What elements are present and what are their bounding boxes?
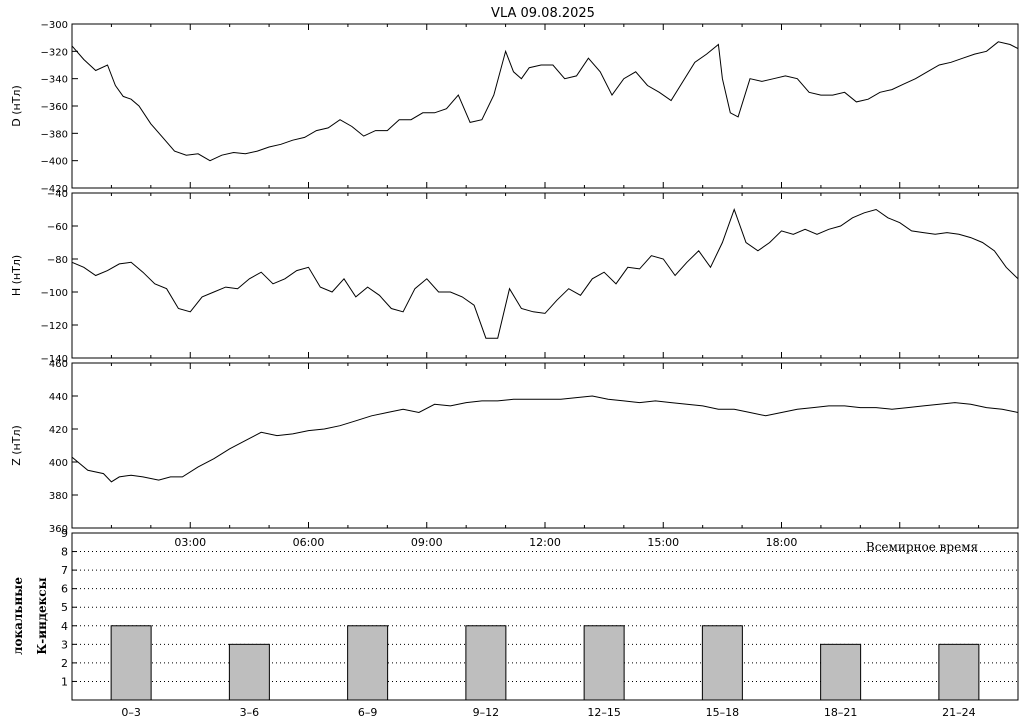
kindex-bar <box>228 643 270 701</box>
kindex-category-label: 12–15 <box>587 706 621 719</box>
d-panel-ytick-label: −320 <box>41 47 68 58</box>
time-tick-label: 09:00 <box>411 536 443 549</box>
d-panel-ytick-label: −380 <box>41 129 68 140</box>
chart-title: VLA 09.08.2025 <box>491 6 595 21</box>
z-panel-series-line <box>71 395 1019 483</box>
z-panel-ytick-label: 440 <box>49 392 68 403</box>
d-panel-ytick-label: −340 <box>41 75 68 86</box>
h-panel-ytick-label: −140 <box>41 354 68 365</box>
kindex-ylabel-line2: К-индексы <box>35 577 49 654</box>
kindex-ytick-label: 7 <box>61 564 68 577</box>
d-panel-frame <box>71 23 1019 189</box>
kindex-bar <box>701 625 743 701</box>
d-panel-ytick-label: −360 <box>41 102 68 113</box>
h-panel-ylabel: H (нТл) <box>10 255 23 296</box>
kindex-category-label: 0–3 <box>121 706 141 719</box>
z-panel-ytick-label: 380 <box>49 491 68 502</box>
d-panel-series-line <box>71 41 1019 162</box>
kindex-ylabel-line1: локальные <box>11 577 25 655</box>
h-panel-ytick-label: −120 <box>41 321 68 332</box>
kindex-ytick-label: 6 <box>61 583 68 596</box>
z-panel-ytick-label: 360 <box>49 524 68 535</box>
z-panel-ytick-label: 420 <box>49 425 68 436</box>
h-panel-series-line <box>71 208 1019 339</box>
d-panel-ylabel: D (нТл) <box>10 85 23 127</box>
kindex-category-label: 3–6 <box>240 706 260 719</box>
h-panel-ytick-label: −100 <box>41 288 68 299</box>
kindex-ytick-label: 1 <box>61 675 68 688</box>
kindex-ytick-label: 2 <box>61 657 68 670</box>
time-tick-label: 18:00 <box>766 536 798 549</box>
kindex-category-label: 21–24 <box>942 706 976 719</box>
kindex-ytick-label: 8 <box>61 546 68 559</box>
kindex-category-label: 6–9 <box>358 706 378 719</box>
time-tick-label: 03:00 <box>174 536 206 549</box>
kindex-bar <box>110 625 152 701</box>
kindex-bar <box>583 625 625 701</box>
d-panel-ytick-label: −400 <box>41 157 68 168</box>
kindex-bar <box>820 643 862 701</box>
time-tick-label: 06:00 <box>293 536 325 549</box>
z-panel-frame <box>71 362 1019 529</box>
d-panel-ytick-label: −420 <box>41 184 68 195</box>
z-panel-ylabel: Z (нТл) <box>10 425 23 466</box>
kindex-ytick-label: 3 <box>61 638 68 651</box>
kindex-bar <box>347 625 389 701</box>
kindex-category-label: 15–18 <box>706 706 740 719</box>
time-axis-label: Всемирное время <box>866 540 978 554</box>
kindex-frame <box>71 532 1019 701</box>
z-panel-ytick-label: 460 <box>49 359 68 370</box>
h-panel-ytick-label: −60 <box>47 222 68 233</box>
kindex-bar <box>465 625 507 701</box>
kindex-bar <box>938 643 980 701</box>
kindex-ytick-label: 9 <box>61 527 68 540</box>
kindex-ytick-label: 5 <box>61 601 68 614</box>
d-panel-ytick-label: −300 <box>41 20 68 31</box>
h-panel-ytick-label: −80 <box>47 255 68 266</box>
z-panel-ytick-label: 400 <box>49 458 68 469</box>
time-tick-label: 15:00 <box>647 536 679 549</box>
kindex-ytick-label: 4 <box>61 620 68 633</box>
time-tick-label: 12:00 <box>529 536 561 549</box>
h-panel-frame <box>71 192 1019 359</box>
h-panel-ytick-label: −40 <box>47 189 68 200</box>
kindex-category-label: 9–12 <box>473 706 500 719</box>
kindex-category-label: 18–21 <box>824 706 858 719</box>
